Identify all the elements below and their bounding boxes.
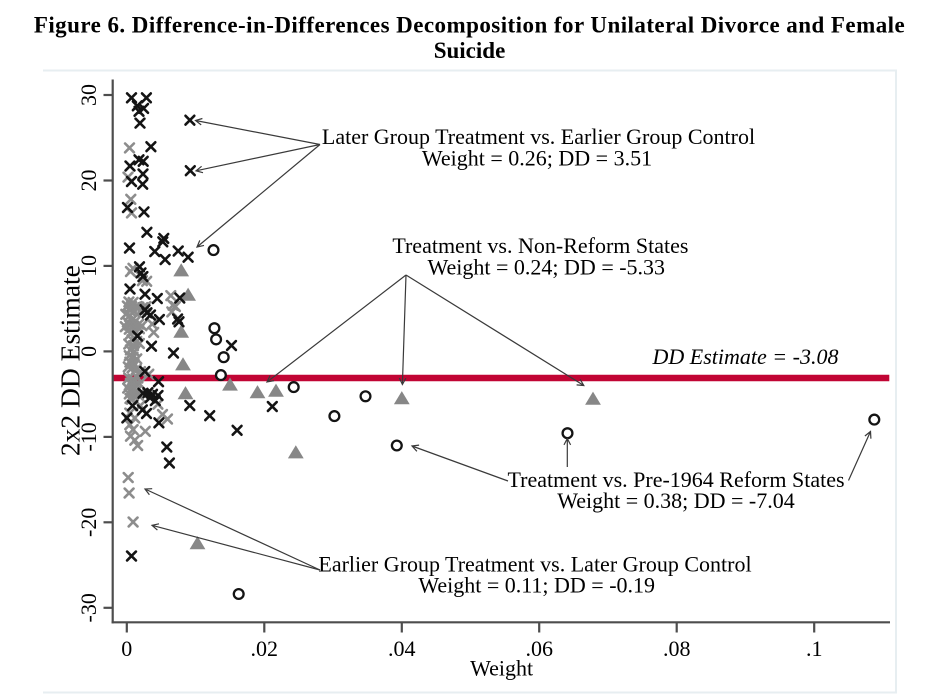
svg-text:Weight = 0.26; DD = 3.51: Weight = 0.26; DD = 3.51 bbox=[422, 145, 652, 170]
svg-text:Treatment vs. Non-Reform State: Treatment vs. Non-Reform States bbox=[392, 233, 688, 258]
svg-text:20: 20 bbox=[76, 170, 101, 192]
svg-text:-10: -10 bbox=[76, 422, 101, 451]
svg-text:2x2 DD Estimate: 2x2 DD Estimate bbox=[55, 265, 86, 456]
svg-text:Suicide: Suicide bbox=[434, 38, 506, 63]
svg-text:.08: .08 bbox=[663, 636, 691, 661]
svg-text:.06: .06 bbox=[525, 636, 553, 661]
svg-text:.04: .04 bbox=[388, 636, 416, 661]
svg-text:Earlier Group Treatment vs. La: Earlier Group Treatment vs. Later Group … bbox=[318, 552, 751, 577]
svg-text:10: 10 bbox=[76, 255, 101, 277]
svg-text:Later Group Treatment vs. Earl: Later Group Treatment vs. Earlier Group … bbox=[322, 124, 755, 149]
svg-text:.1: .1 bbox=[806, 636, 823, 661]
svg-text:Treatment vs. Pre-1964 Reform: Treatment vs. Pre-1964 Reform States bbox=[507, 467, 844, 492]
svg-text:-30: -30 bbox=[76, 593, 101, 622]
svg-text:Figure 6. Difference-in-Differ: Figure 6. Difference-in-Differences Deco… bbox=[34, 13, 905, 38]
svg-text:-20: -20 bbox=[76, 508, 101, 537]
svg-text:.02: .02 bbox=[251, 636, 279, 661]
svg-text:30: 30 bbox=[76, 84, 101, 106]
svg-text:DD Estimate = -3.08: DD Estimate = -3.08 bbox=[652, 344, 839, 369]
svg-text:0: 0 bbox=[121, 636, 132, 661]
svg-text:Weight: Weight bbox=[470, 656, 533, 681]
svg-text:Weight = 0.11; DD = -0.19: Weight = 0.11; DD = -0.19 bbox=[418, 573, 655, 598]
svg-text:Weight = 0.38; DD = -7.04: Weight = 0.38; DD = -7.04 bbox=[557, 488, 795, 513]
svg-text:Weight = 0.24; DD = -5.33: Weight = 0.24; DD = -5.33 bbox=[428, 254, 666, 279]
svg-text:0: 0 bbox=[76, 346, 101, 357]
